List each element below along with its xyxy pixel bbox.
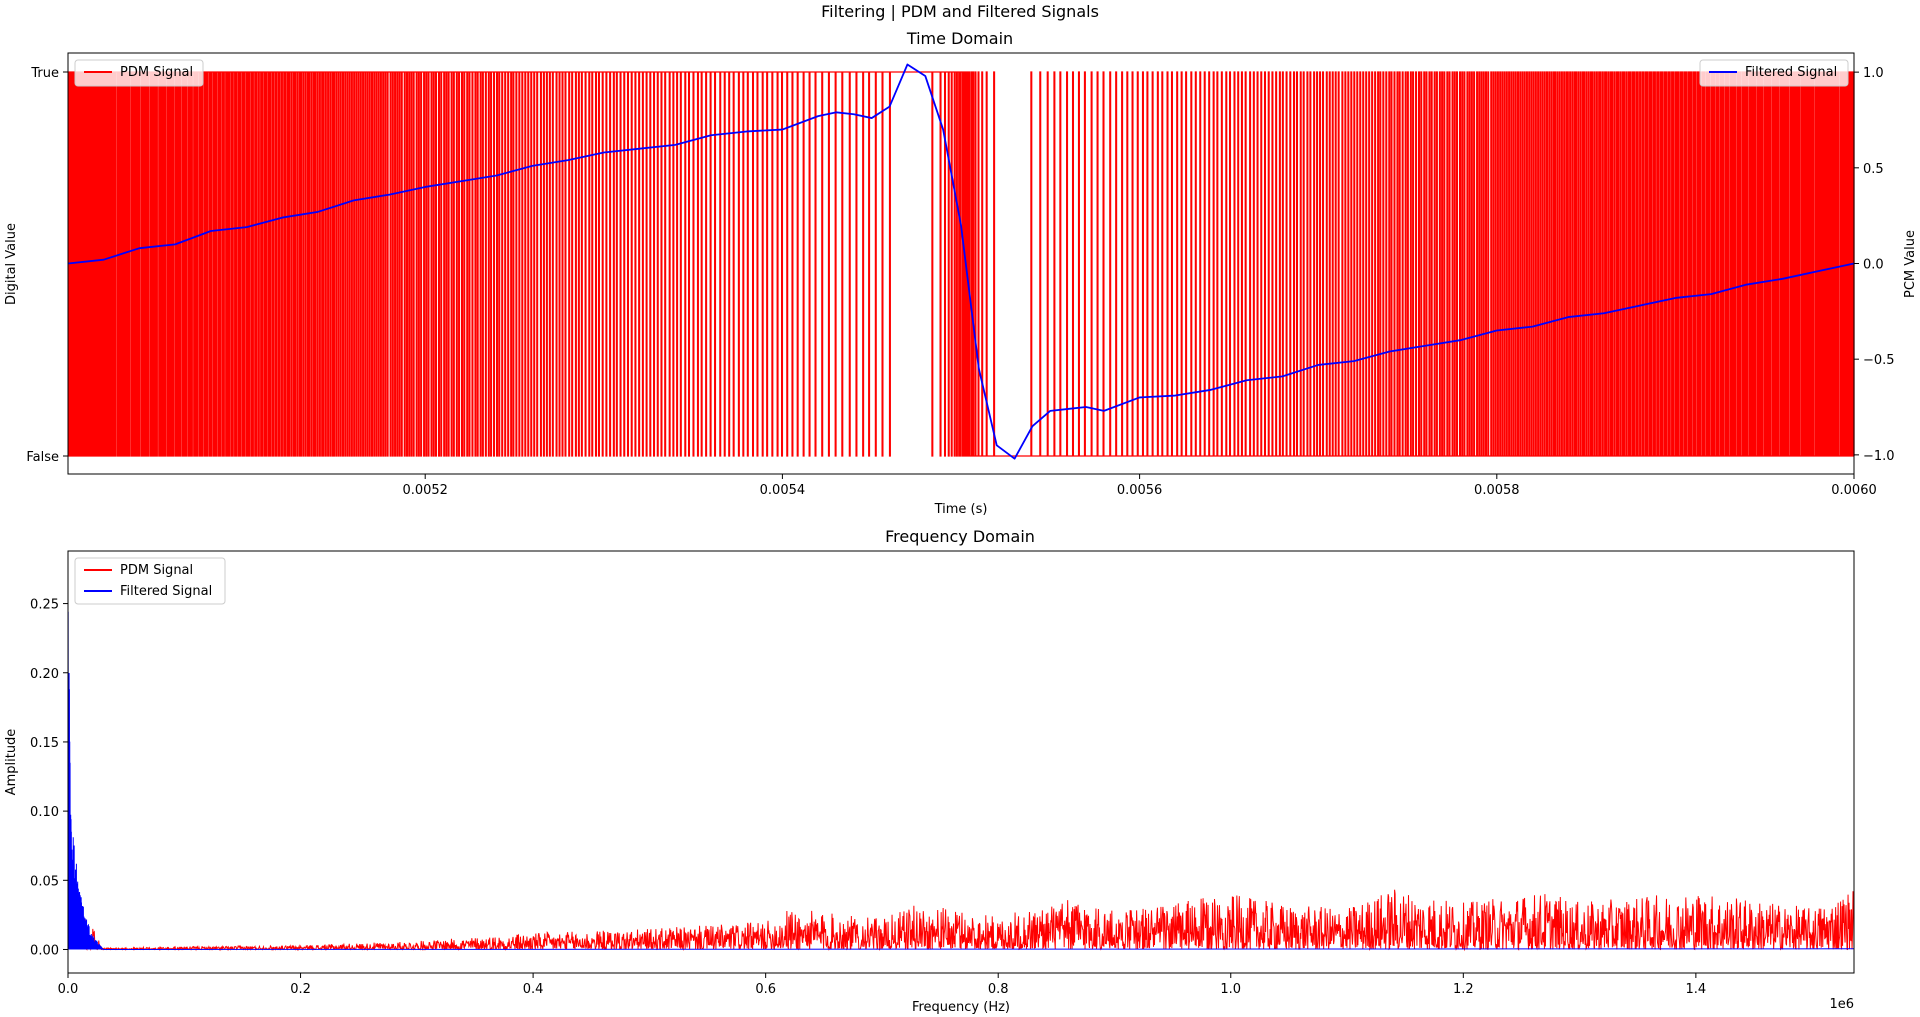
frequency-domain-offset-label: 1e6 [1829,997,1854,1012]
time-domain-legend-right: Filtered Signal [1699,59,1849,87]
time-domain-title: Time Domain [906,29,1013,48]
time-domain-ylabel-right: PCM Value [1903,230,1918,298]
time-domain-y-ticks-left: True False [26,66,68,465]
filtered-signal-line [67,63,1855,460]
y-tick-label: 0.15 [30,736,59,751]
frequency-domain-axes: Frequency Domain 0.0 0.2 0.4 0.6 0.8 1.0 1.2 1.… [4,527,1855,1015]
legend-label-filtered: Filtered Signal [120,584,212,599]
pdm-spectrum-line [67,889,1855,952]
y-tick-label: False [26,450,59,465]
x-tick-label: 0.0054 [760,483,806,498]
x-tick-label: 0.4 [523,982,544,997]
frequency-domain-frame [67,550,1855,974]
time-domain-ylabel-left: Digital Value [4,223,19,305]
legend-label-pdm: PDM Signal [120,65,193,80]
y-right-tick-label: −1.0 [1863,449,1895,464]
time-domain-y-ticks-right: −1.0 −0.5 0.0 0.5 1.0 [1854,66,1895,464]
time-domain-axes: Time Domain 0.0052 0.0054 0.0056 0.0058 0.00… [4,29,1918,517]
frequency-domain-y-ticks: 0.00 0.05 0.10 0.15 0.20 0.25 [30,598,68,958]
y-right-tick-label: 0.5 [1863,162,1884,177]
x-tick-label: 0.0 [58,982,79,997]
x-tick-label: 0.8 [988,982,1009,997]
x-tick-label: 0.0056 [1117,483,1163,498]
frequency-domain-x-ticks: 0.0 0.2 0.4 0.6 0.8 1.0 1.2 1.4 [58,973,1707,997]
time-domain-x-ticks: 0.0052 0.0054 0.0056 0.0058 0.0060 [402,474,1877,498]
pdm-signal-line [68,71,1855,457]
frequency-domain-plot-area [67,611,1855,952]
frequency-domain-xlabel: Frequency (Hz) [912,1000,1010,1015]
y-right-tick-label: 0.0 [1863,258,1884,273]
legend-box [74,59,204,87]
y-right-tick-label: −0.5 [1863,353,1895,368]
frequency-domain-ylabel: Amplitude [4,729,19,796]
x-tick-label: 0.2 [290,982,311,997]
x-tick-label: 0.0052 [402,483,448,498]
legend-label-pdm: PDM Signal [120,563,193,578]
y-tick-label: 0.00 [30,943,59,958]
time-domain-plot-area [67,63,1855,460]
y-tick-label: 0.25 [30,598,59,613]
x-tick-label: 1.2 [1453,982,1474,997]
filtered-spectrum-line [67,611,1855,950]
x-tick-label: 1.0 [1220,982,1241,997]
x-tick-label: 0.0058 [1474,483,1520,498]
legend-box [74,557,226,605]
y-tick-label: True [30,66,59,81]
figure-suptitle: Filtering | PDM and Filtered Signals [821,2,1099,21]
x-tick-label: 0.6 [755,982,776,997]
time-domain-legend-left: PDM Signal [74,59,204,87]
legend-box [1699,59,1849,87]
time-domain-xlabel: Time (s) [934,502,988,517]
legend-label-filtered: Filtered Signal [1745,65,1837,80]
frequency-domain-legend: PDM Signal Filtered Signal [74,557,226,605]
y-tick-label: 0.05 [30,874,59,889]
y-tick-label: 0.10 [30,805,59,820]
y-right-tick-label: 1.0 [1863,66,1884,81]
y-tick-label: 0.20 [30,667,59,682]
x-tick-label: 1.4 [1686,982,1707,997]
x-tick-label: 0.0060 [1831,483,1877,498]
frequency-domain-title: Frequency Domain [885,527,1035,546]
